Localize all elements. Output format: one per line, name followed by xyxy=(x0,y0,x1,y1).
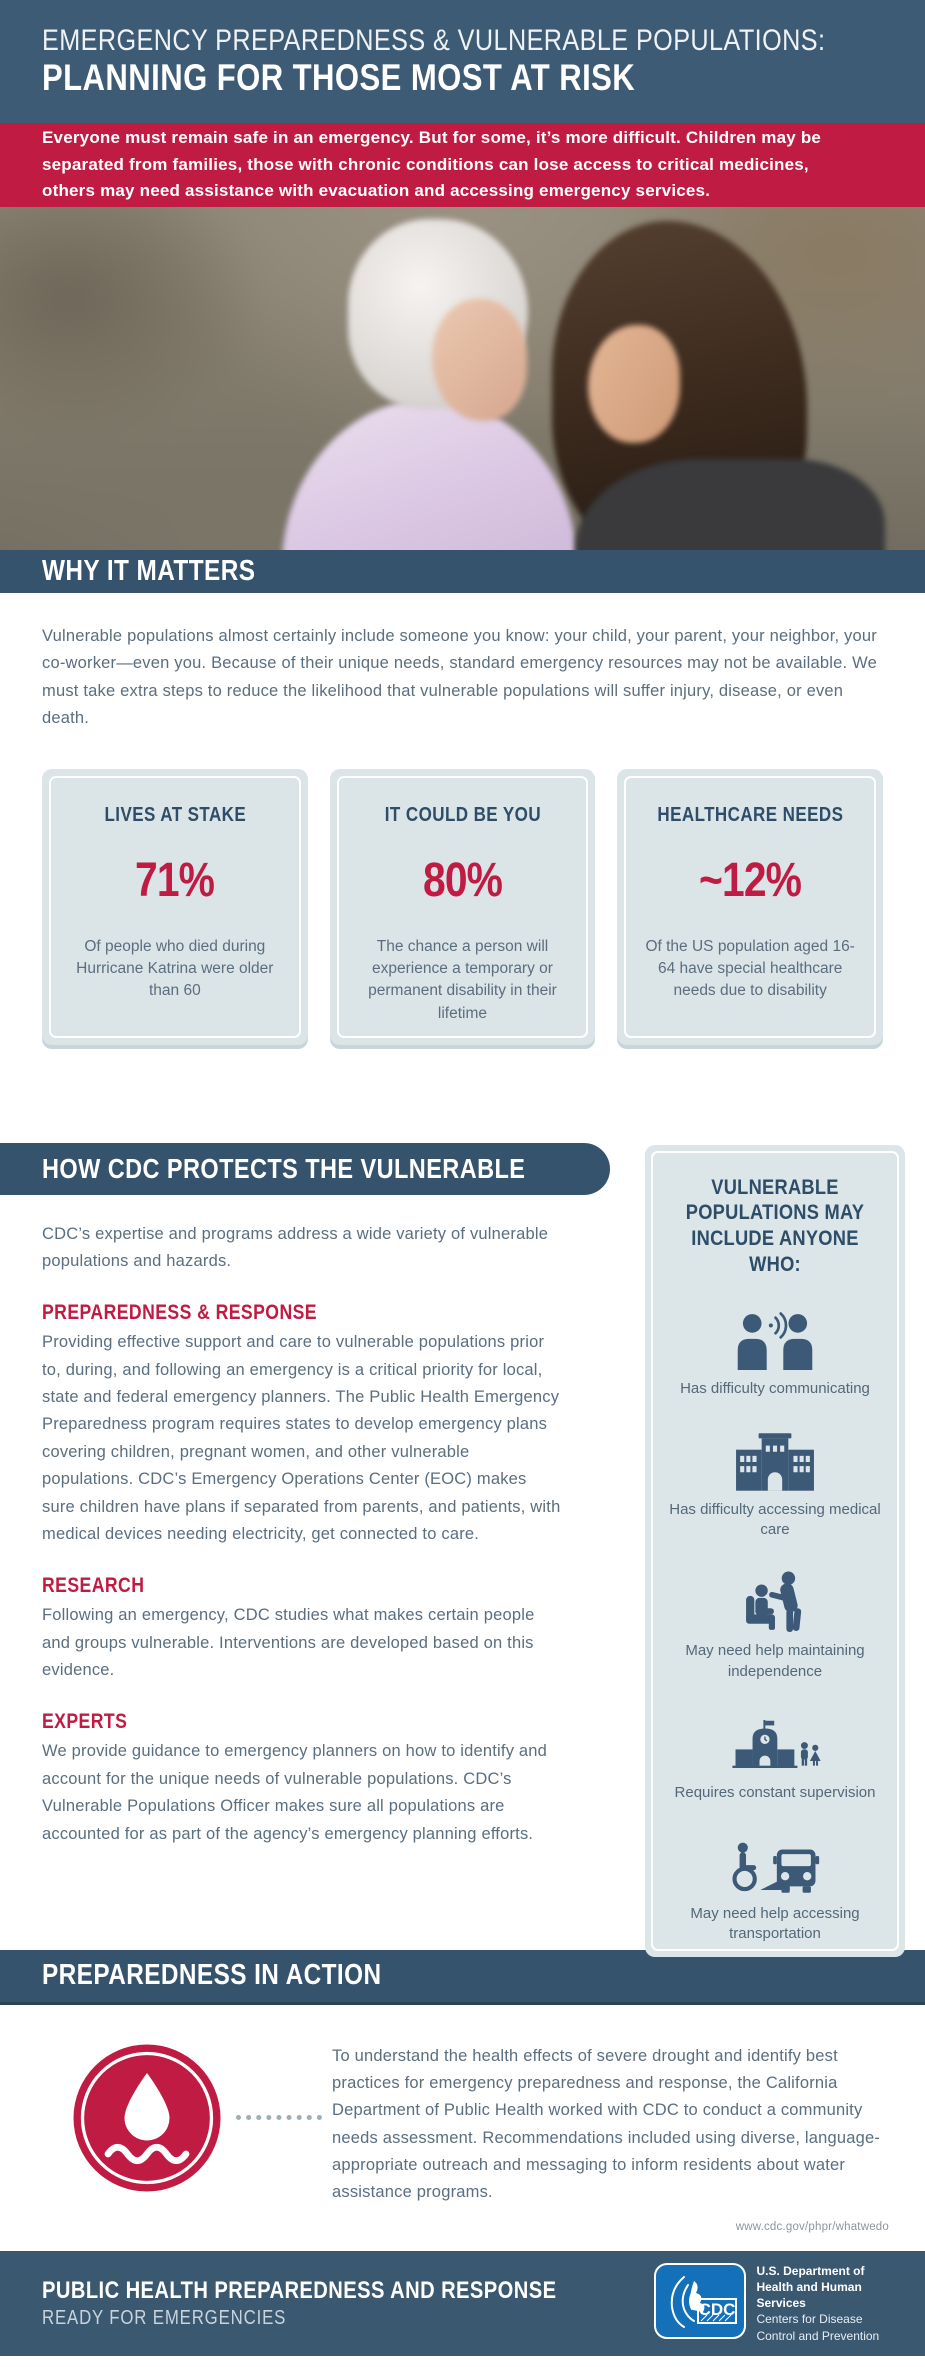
footer-subtitle: READY FOR EMERGENCIES xyxy=(42,2306,287,2329)
page-title-line1: EMERGENCY PREPAREDNESS & VULNERABLE POPU… xyxy=(42,23,826,57)
hero-photo xyxy=(0,207,925,550)
dotted-connector xyxy=(236,2114,322,2120)
preparedness-response-text: Providing effective support and care to … xyxy=(42,1333,561,1543)
intro-banner-text: Everyone must remain safe in an emergenc… xyxy=(42,128,822,201)
preparedness-in-action-heading: PREPAREDNESS IN ACTION xyxy=(42,1959,382,1991)
people-communicating-icon xyxy=(735,1308,815,1370)
cdc-logo-text: CDC xyxy=(699,2300,736,2319)
how-cdc-protects-content: CDC’s expertise and programs address a w… xyxy=(0,1195,562,1848)
how-cdc-protects-heading: HOW CDC PROTECTS THE VULNERABLE xyxy=(42,1152,526,1184)
photo-caregiver-face xyxy=(588,325,680,443)
vp-item-supervision: Requires constant supervision xyxy=(674,1712,876,1803)
stat-title: HEALTHCARE NEEDS xyxy=(657,803,844,826)
stat-cards: LIVES AT STAKE 71% Of people who died du… xyxy=(42,768,883,1045)
preparedness-in-action-band: PREPAREDNESS IN ACTION xyxy=(0,1949,925,2005)
vp-item-medical-care: Has difficulty accessing medical care xyxy=(665,1429,885,1541)
vulnerable-populations-card: VULNERABLE POPULATIONS MAY INCLUDE ANYON… xyxy=(645,1144,905,1957)
page-footer: PUBLIC HEALTH PREPAREDNESS AND RESPONSE … xyxy=(0,2250,925,2356)
agency-line: Control and Prevention xyxy=(756,2328,880,2343)
preparedness-in-action-text: To understand the health effects of seve… xyxy=(332,2046,881,2202)
caregiver-icon xyxy=(740,1570,810,1633)
preparedness-response-heading: PREPAREDNESS & RESPONSE xyxy=(42,1301,317,1325)
why-it-matters-band: WHY IT MATTERS xyxy=(0,550,925,593)
page-title-line2: PLANNING FOR THOSE MOST AT RISK xyxy=(42,56,636,98)
research-text: Following an emergency, CDC studies what… xyxy=(42,1606,535,1679)
stat-description: The chance a person will experience a te… xyxy=(368,937,557,1022)
agency-line: U.S. Department of xyxy=(756,2263,865,2278)
stat-card-it-could-be-you: IT COULD BE YOU 80% The chance a person … xyxy=(329,768,596,1045)
hospital-icon xyxy=(734,1429,816,1491)
vp-item-label: Requires constant supervision xyxy=(674,1783,876,1801)
water-drop-icon xyxy=(72,2043,222,2198)
stat-card-lives-at-stake: LIVES AT STAKE 71% Of people who died du… xyxy=(42,768,308,1045)
stat-title: IT COULD BE YOU xyxy=(384,803,541,826)
vp-item-transportation: May need help accessing transportation xyxy=(665,1833,885,1945)
vp-item-label: May need help maintaining independence xyxy=(685,1642,865,1680)
research-heading: RESEARCH xyxy=(42,1574,145,1598)
stat-value: 80% xyxy=(422,853,503,907)
how-cdc-protects-band: HOW CDC PROTECTS THE VULNERABLE xyxy=(0,1142,610,1195)
stat-value: 71% xyxy=(135,853,215,907)
vp-item-label: May need help accessing transportation xyxy=(690,1905,860,1943)
preparedness-in-action-section: To understand the health effects of seve… xyxy=(0,2005,925,2207)
vp-item-communicating: Has difficulty communicating xyxy=(680,1308,870,1399)
stat-value: ~12% xyxy=(699,853,802,907)
why-it-matters-paragraph: Vulnerable populations almost certainly … xyxy=(42,627,877,728)
agency-name: U.S. Department of Health and Human Serv… xyxy=(756,2263,905,2344)
agency-line: Health and Human Services xyxy=(756,2279,862,2311)
vp-item-independence: May need help maintaining independence xyxy=(665,1570,885,1682)
intro-banner: Everyone must remain safe in an emergenc… xyxy=(0,123,925,207)
vulnerable-populations-heading: VULNERABLE POPULATIONS MAY INCLUDE ANYON… xyxy=(685,1174,865,1276)
stat-card-healthcare-needs: HEALTHCARE NEEDS ~12% Of the US populati… xyxy=(617,768,883,1045)
experts-text: We provide guidance to emergency planner… xyxy=(42,1742,548,1843)
protect-intro: CDC’s expertise and programs address a w… xyxy=(42,1224,549,1270)
stat-description: Of people who died during Hurricane Katr… xyxy=(76,937,274,1000)
source-url: www.cdc.gov/phpr/whatwedo xyxy=(735,2220,889,2233)
stat-description: Of the US population aged 16-64 have spe… xyxy=(645,937,855,1000)
footer-title: PUBLIC HEALTH PREPAREDNESS AND RESPONSE xyxy=(42,2276,557,2304)
school-icon xyxy=(727,1712,823,1774)
vp-item-label: Has difficulty communicating xyxy=(680,1379,870,1397)
vp-item-label: Has difficulty accessing medical care xyxy=(669,1500,881,1539)
experts-heading: EXPERTS xyxy=(42,1710,128,1734)
accessible-transport-icon xyxy=(729,1833,821,1895)
agency-line: Centers for Disease xyxy=(756,2312,863,2327)
page-header: EMERGENCY PREPAREDNESS & VULNERABLE POPU… xyxy=(0,0,925,123)
cdc-logo: CDC xyxy=(654,2262,747,2344)
why-it-matters-heading: WHY IT MATTERS xyxy=(42,555,256,587)
photo-elder-face xyxy=(432,299,527,421)
why-it-matters-section: Vulnerable populations almost certainly … xyxy=(0,593,925,1095)
stat-title: LIVES AT STAKE xyxy=(103,803,246,826)
how-cdc-protects-section: HOW CDC PROTECTS THE VULNERABLE CDC’s ex… xyxy=(0,1095,925,1957)
